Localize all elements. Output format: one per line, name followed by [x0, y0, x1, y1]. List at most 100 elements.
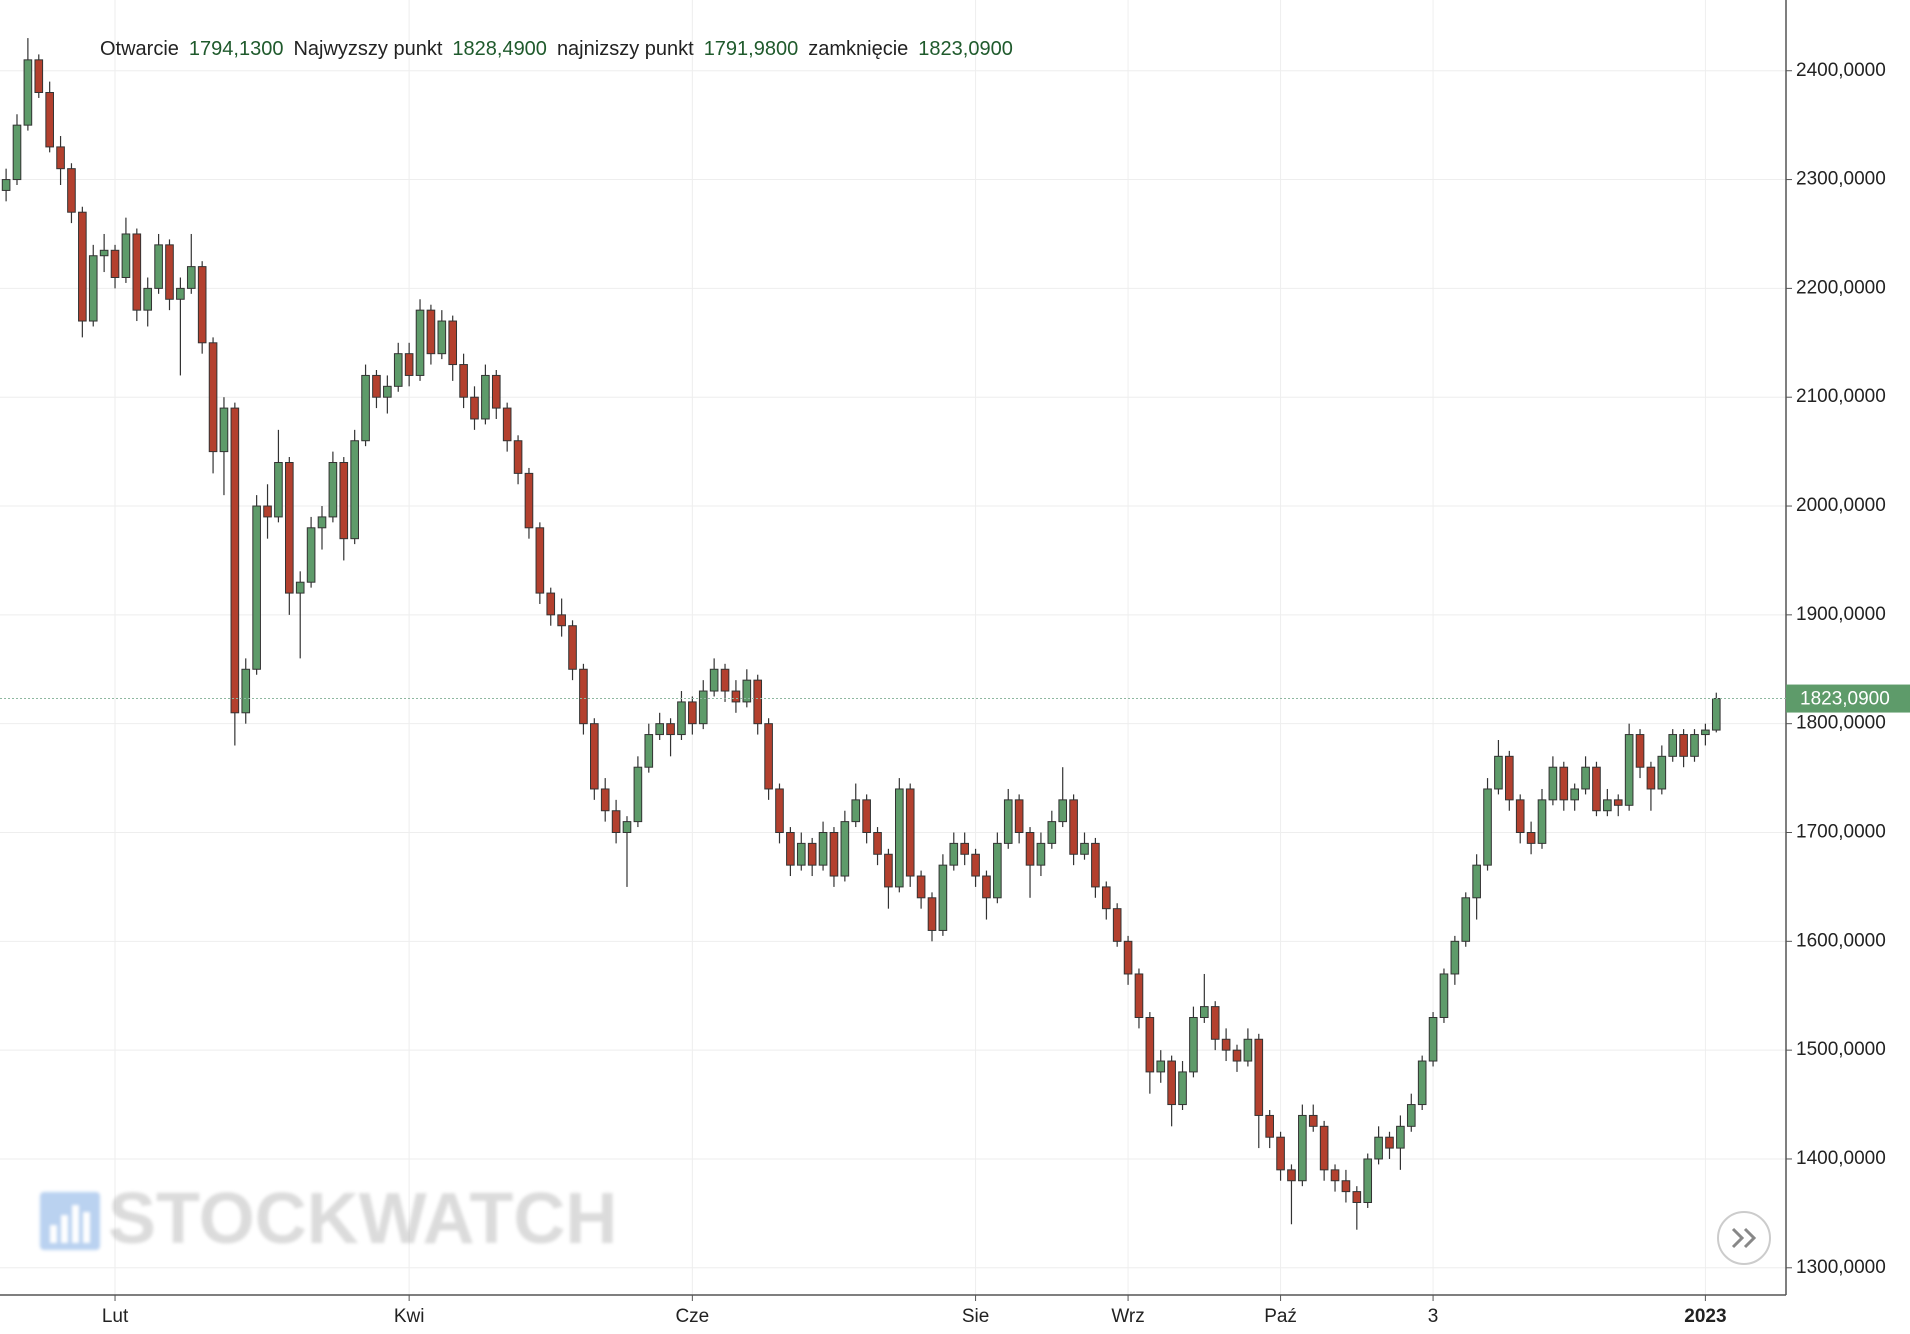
candle-body — [1025, 832, 1035, 866]
candle-body — [317, 516, 327, 529]
candle-body — [1363, 1158, 1373, 1203]
candle-body — [1156, 1060, 1166, 1073]
scroll-button[interactable] — [1717, 1211, 1771, 1265]
watermark: STOCKWATCH — [40, 1179, 617, 1259]
candle-body — [1570, 788, 1579, 801]
candle-body — [775, 788, 784, 833]
candle-body — [1515, 799, 1525, 834]
candle-body — [230, 407, 240, 714]
candle-body — [285, 462, 294, 594]
candle-body — [415, 309, 425, 376]
candle-body — [252, 505, 261, 670]
candle-body — [753, 679, 763, 725]
candle-body — [121, 233, 131, 278]
candle-body — [851, 799, 861, 823]
candle-body — [361, 374, 370, 442]
candle-body — [698, 690, 708, 725]
candle-body — [1679, 734, 1688, 757]
candle-body — [1080, 842, 1089, 855]
legend-label: Najwyzszy punkt — [293, 38, 442, 60]
candle-body — [1123, 940, 1133, 975]
candle-body — [470, 396, 479, 420]
logo-bar — [83, 1212, 90, 1243]
candle-body — [1352, 1191, 1362, 1204]
watermark-logo — [40, 1192, 100, 1250]
x-tick-label: Sie — [962, 1306, 989, 1327]
legend-value: 1823,0900 — [918, 38, 1013, 60]
candle-body — [1537, 799, 1547, 844]
y-tick-label: 2100,0000 — [1796, 386, 1886, 407]
candle-body — [895, 788, 904, 888]
y-tick-label: 1400,0000 — [1796, 1148, 1886, 1169]
candle-body — [938, 864, 948, 931]
candle-body — [513, 440, 523, 474]
candle-body — [1548, 766, 1558, 801]
candle-body — [927, 897, 937, 931]
candle-body — [274, 462, 283, 518]
candle-body — [1592, 766, 1601, 812]
candle-body — [949, 842, 959, 866]
candle-body — [1069, 799, 1078, 855]
candle-body — [1003, 799, 1013, 844]
candle-body — [1276, 1136, 1285, 1171]
candle-body — [491, 374, 501, 409]
candle-body — [611, 810, 621, 833]
candle-body — [971, 853, 980, 877]
scroll-button-icon[interactable] — [1731, 1227, 1757, 1249]
candle-body — [1472, 864, 1481, 899]
candle-body — [1145, 1017, 1155, 1073]
logo-bar — [50, 1225, 57, 1243]
y-tick-label: 1700,0000 — [1796, 822, 1886, 843]
legend-value: 1794,1300 — [189, 38, 284, 60]
candle-body — [241, 668, 251, 714]
legend: Otwarcie 1794,1300 Najwyzszy punkt 1828,490… — [100, 38, 1013, 60]
candle-body — [1200, 1006, 1209, 1019]
candle-body — [1287, 1169, 1296, 1182]
legend-label: zamknięcie — [808, 38, 908, 60]
candle-body — [1406, 1104, 1416, 1127]
candle-body — [1047, 821, 1057, 844]
candle-body — [132, 233, 142, 311]
candle-body — [393, 353, 403, 387]
y-tick-label: 1800,0000 — [1796, 713, 1886, 734]
x-tick-label: Kwi — [394, 1306, 425, 1327]
candle-body — [1646, 766, 1656, 790]
candle-body — [524, 472, 534, 529]
candle-body — [1450, 940, 1460, 975]
candle-body — [1265, 1114, 1274, 1138]
candle-body — [67, 168, 76, 213]
candle-body — [1505, 755, 1514, 801]
candle-body — [960, 842, 969, 855]
logo-bar — [72, 1205, 79, 1243]
candle-body — [1428, 1017, 1438, 1062]
candle-body — [263, 505, 272, 518]
candle-body — [88, 255, 98, 322]
candle-body — [1581, 766, 1590, 790]
candle-body — [557, 614, 566, 627]
candle-body — [644, 734, 654, 768]
candle-body — [34, 59, 44, 93]
candle-body — [350, 440, 359, 540]
candle-body — [12, 124, 22, 181]
candle-body — [884, 853, 893, 888]
x-tick-label: Wrz — [1111, 1306, 1144, 1327]
candle-body — [535, 527, 545, 594]
candle-body — [1101, 886, 1111, 910]
candle-body — [372, 374, 381, 398]
candle-body — [796, 842, 806, 866]
candle-body — [600, 788, 610, 812]
candle-body — [165, 244, 174, 300]
y-tick-label: 2000,0000 — [1796, 495, 1886, 516]
candle-body — [186, 266, 196, 289]
candle-body — [426, 309, 436, 355]
y-tick-label: 2300,0000 — [1796, 169, 1886, 190]
candle-body — [840, 821, 850, 877]
candle-body — [579, 668, 588, 725]
candle-body — [1210, 1006, 1220, 1040]
last-price-tag — [1786, 684, 1910, 713]
candle-body — [1603, 799, 1612, 812]
candle-body — [1178, 1071, 1187, 1106]
candle-body — [982, 875, 991, 899]
